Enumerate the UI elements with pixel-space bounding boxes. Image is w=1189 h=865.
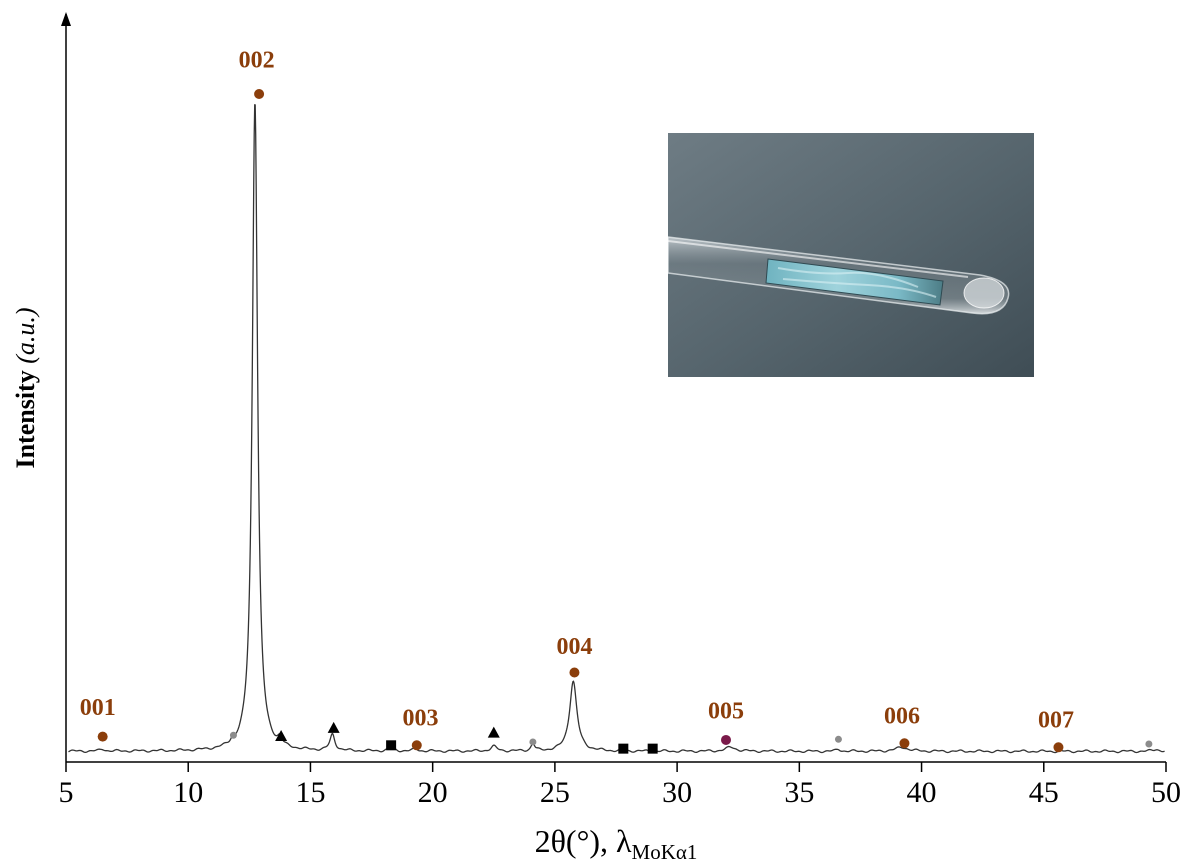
peak-annotations: 001 002 003 004 005 006 007 bbox=[80, 47, 1074, 733]
phase-marker-triangle bbox=[327, 721, 340, 733]
axes bbox=[61, 12, 1166, 763]
x-axis-label-main: 2θ(°), λ bbox=[535, 823, 632, 859]
x-tick-label: 45 bbox=[1029, 776, 1059, 809]
peak-index-label: 006 bbox=[884, 703, 920, 729]
peak-index-label: 001 bbox=[80, 695, 116, 721]
peak-index-label: 003 bbox=[402, 705, 438, 731]
x-tick-label: 25 bbox=[540, 776, 570, 809]
phase-marker-circle bbox=[569, 667, 580, 678]
peak-index-label: 004 bbox=[556, 634, 592, 660]
sample-texture bbox=[777, 267, 937, 298]
y-axis-label: Intensity (a.u.) bbox=[11, 307, 40, 468]
peak-index-label: 005 bbox=[708, 699, 744, 725]
phase-markers bbox=[97, 89, 1153, 754]
y-axis-label-unit: (a.u.) bbox=[11, 307, 40, 363]
x-tick-label: 5 bbox=[59, 776, 74, 809]
x-tick-label: 30 bbox=[662, 776, 692, 809]
capillary-highlight bbox=[668, 240, 969, 278]
capillary-photo bbox=[668, 133, 1034, 377]
y-axis-label-main: Intensity bbox=[11, 364, 40, 469]
x-tick-label: 40 bbox=[907, 776, 937, 809]
phase-marker-square bbox=[386, 740, 397, 751]
phase-marker-dot bbox=[834, 735, 842, 743]
phase-marker-triangle bbox=[487, 726, 500, 738]
y-axis-arrow bbox=[61, 12, 71, 26]
x-tick-label: 10 bbox=[173, 776, 203, 809]
x-axis-label-sub: MoKα1 bbox=[632, 840, 698, 864]
phase-marker-triangle bbox=[275, 729, 288, 741]
x-tick-labels: 5 10 15 20 25 30 35 40 45 50 bbox=[59, 776, 1182, 809]
x-tick-label: 50 bbox=[1151, 776, 1181, 809]
peak-index-label: 007 bbox=[1038, 707, 1074, 733]
phase-marker-circle bbox=[899, 738, 910, 749]
capillary-sample bbox=[765, 258, 944, 306]
phase-marker-dot bbox=[529, 738, 537, 746]
x-ticks bbox=[65, 762, 1167, 772]
phase-marker-square bbox=[618, 743, 629, 754]
phase-marker-dot bbox=[229, 731, 237, 739]
x-axis-label: 2θ(°), λMoKα1 bbox=[535, 823, 698, 864]
phase-marker-square bbox=[647, 743, 658, 754]
phase-marker-circle bbox=[97, 731, 108, 742]
x-tick-label: 15 bbox=[295, 776, 325, 809]
peak-index-label: 002 bbox=[239, 47, 275, 73]
phase-marker-circle bbox=[254, 89, 265, 99]
phase-marker-circle bbox=[1053, 742, 1064, 753]
phase-marker-circle bbox=[411, 740, 422, 751]
x-tick-label: 20 bbox=[418, 776, 448, 809]
x-tick-label: 35 bbox=[784, 776, 814, 809]
xrd-pattern-line bbox=[68, 104, 1165, 754]
capillary-tip bbox=[963, 277, 1005, 309]
phase-marker-dot bbox=[1145, 740, 1153, 748]
phase-marker-circle bbox=[721, 734, 731, 745]
